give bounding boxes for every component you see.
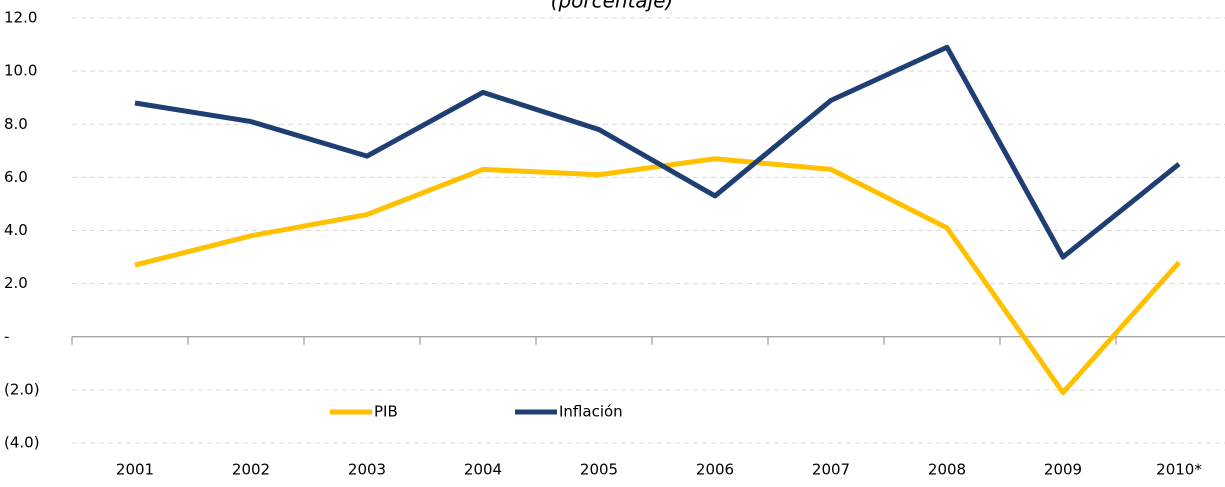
y-tick-label: (2.0) — [4, 380, 40, 398]
legend-label: PIB — [374, 403, 398, 421]
series-line — [134, 156, 1181, 396]
y-tick-label: 10.0 — [4, 62, 37, 80]
x-tick-label: 2009 — [1044, 461, 1082, 479]
x-tick-label: 2003 — [348, 461, 386, 479]
y-tick-label: - — [4, 327, 9, 345]
x-tick-label: 2001 — [116, 461, 154, 479]
y-tick-label: (4.0) — [4, 434, 40, 452]
x-tick-label: 2008 — [928, 461, 966, 479]
legend-label: Inflación — [559, 403, 623, 421]
y-tick-label: 2.0 — [4, 274, 28, 292]
x-tick-label: 2010* — [1156, 461, 1202, 479]
x-tick-label: 2007 — [812, 461, 850, 479]
x-tick-label: 2006 — [696, 461, 734, 479]
y-tick-label: 8.0 — [4, 115, 28, 133]
series-line — [134, 44, 1181, 260]
y-tick-label: 4.0 — [4, 221, 28, 239]
x-tick-label: 2005 — [580, 461, 618, 479]
y-tick-label: 6.0 — [4, 168, 28, 186]
x-tick-label: 2002 — [232, 461, 270, 479]
chart-subtitle: (porcentaje) — [551, 0, 674, 13]
y-tick-label: 12.0 — [4, 9, 37, 27]
x-tick-label: 2004 — [464, 461, 502, 479]
